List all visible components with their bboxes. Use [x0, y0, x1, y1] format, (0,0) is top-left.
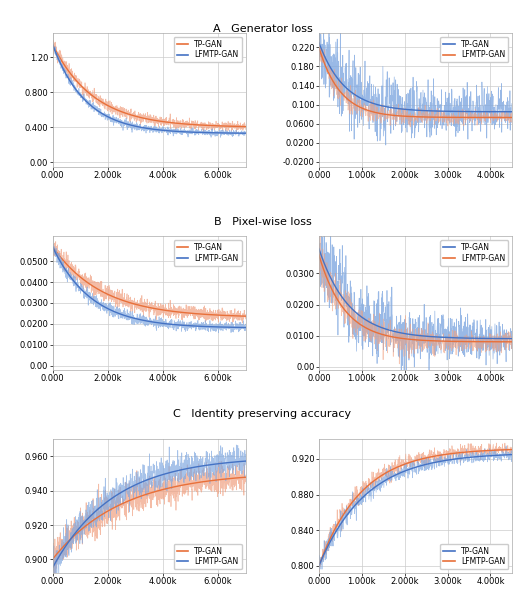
Text: B   Pixel-wise loss: B Pixel-wise loss — [214, 217, 311, 227]
Legend: TP-GAN, LFMTP-GAN: TP-GAN, LFMTP-GAN — [440, 37, 508, 62]
Legend: TP-GAN, LFMTP-GAN: TP-GAN, LFMTP-GAN — [440, 544, 508, 569]
Legend: TP-GAN, LFMTP-GAN: TP-GAN, LFMTP-GAN — [174, 240, 242, 266]
Legend: TP-GAN, LFMTP-GAN: TP-GAN, LFMTP-GAN — [440, 240, 508, 266]
Legend: TP-GAN, LFMTP-GAN: TP-GAN, LFMTP-GAN — [174, 37, 242, 62]
Text: C   Identity preserving accuracy: C Identity preserving accuracy — [173, 409, 352, 419]
Legend: TP-GAN, LFMTP-GAN: TP-GAN, LFMTP-GAN — [174, 544, 242, 569]
Text: A   Generator loss: A Generator loss — [213, 24, 312, 34]
